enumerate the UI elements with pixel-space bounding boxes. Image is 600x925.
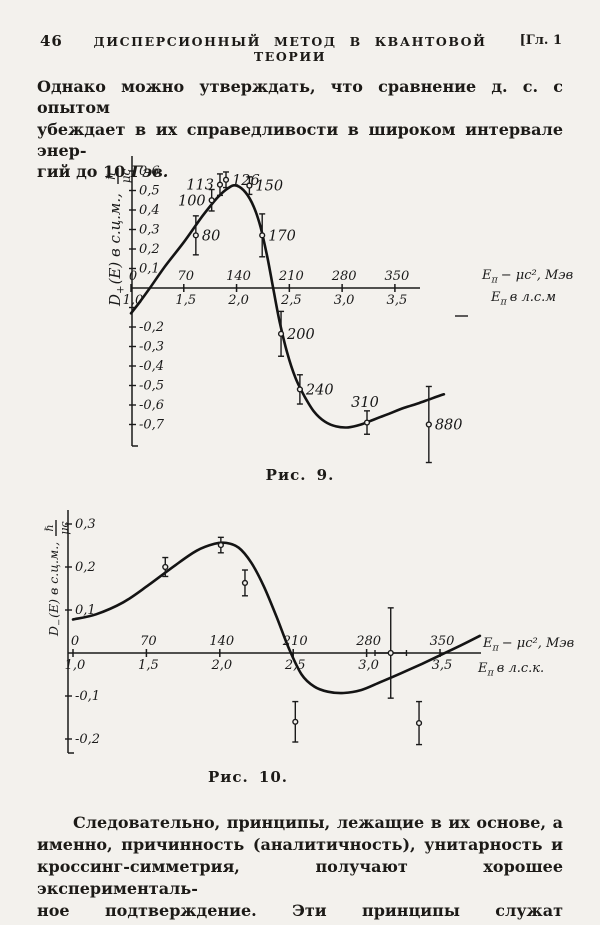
svg-text:880: 880 bbox=[435, 418, 463, 434]
text-line: кроссинг-симметрия, получают хорошее экс… bbox=[37, 857, 563, 898]
page-header: 46 ДИСПЕРСИОННЫЙ МЕТОД В КВАНТОВОЙ ТЕОРИ… bbox=[38, 32, 562, 64]
svg-text:-0,1: -0,1 bbox=[75, 689, 100, 704]
svg-text:280: 280 bbox=[355, 634, 381, 649]
svg-text:Eπв л.с.к.: Eπ в л.с.к. bbox=[477, 661, 544, 679]
svg-text:-0,5: -0,5 bbox=[139, 379, 164, 394]
svg-text:0,3: 0,3 bbox=[139, 223, 160, 238]
svg-text:0,6: 0,6 bbox=[139, 164, 160, 179]
text-line: гий до 10 Гэв. bbox=[37, 161, 563, 182]
svg-text:Eπв л.с.м: Eπ в л.с.м bbox=[490, 290, 556, 308]
paragraph-top: Однако можно утверждать, что сравнение д… bbox=[37, 76, 563, 182]
svg-text:μc: μc bbox=[119, 168, 133, 183]
text-line: убеждает в их справедливости в широком и… bbox=[37, 119, 563, 160]
svg-text:150: 150 bbox=[255, 179, 283, 195]
svg-text:1,5: 1,5 bbox=[138, 658, 159, 673]
svg-text:2,0: 2,0 bbox=[227, 293, 249, 308]
text-line: Однако можно утверждать, что сравнение д… bbox=[37, 77, 563, 118]
svg-text:350: 350 bbox=[384, 269, 409, 284]
svg-text:170: 170 bbox=[268, 228, 296, 244]
svg-text:0,1: 0,1 bbox=[75, 603, 96, 618]
text-line: ное подтверждение. Эти принципы служат ф… bbox=[37, 901, 563, 925]
svg-text:0: 0 bbox=[129, 269, 137, 284]
svg-text:210: 210 bbox=[278, 269, 304, 284]
text-line: именно, причинность (аналитичность), уни… bbox=[37, 835, 563, 854]
svg-text:100: 100 bbox=[178, 193, 206, 209]
svg-text:1,5: 1,5 bbox=[175, 293, 196, 308]
svg-text:-0,2: -0,2 bbox=[75, 732, 100, 747]
svg-text:-0,4: -0,4 bbox=[139, 359, 164, 374]
svg-text:2,5: 2,5 bbox=[280, 293, 302, 308]
svg-text:126: 126 bbox=[232, 173, 260, 189]
svg-text:70: 70 bbox=[140, 634, 157, 649]
svg-text:Eπ− μc², Мэв: Eπ − μc², Мэв bbox=[481, 268, 573, 286]
svg-text:0,5: 0,5 bbox=[139, 184, 160, 199]
svg-text:0,2: 0,2 bbox=[139, 242, 160, 257]
svg-text:2,5: 2,5 bbox=[284, 658, 306, 673]
svg-text:240: 240 bbox=[305, 382, 334, 398]
header-title: ДИСПЕРСИОННЫЙ МЕТОД В КВАНТОВОЙ ТЕОРИИ bbox=[93, 34, 487, 64]
text-line: Следовательно, принципы, лежащие в их ос… bbox=[73, 813, 563, 832]
svg-text:80: 80 bbox=[202, 228, 220, 244]
svg-text:-0,7: -0,7 bbox=[139, 418, 165, 433]
text-italic: Гэв. bbox=[130, 162, 169, 182]
svg-text:ℏ: ℏ bbox=[104, 172, 118, 180]
svg-text:70: 70 bbox=[178, 269, 195, 284]
page-number: 46 bbox=[40, 32, 63, 50]
figure-10-plot: 01,0701,51402,02102,52803,03503,50,30,20… bbox=[43, 510, 574, 754]
figure-10-caption: Рис. 10. bbox=[207, 768, 289, 786]
header-chapter: [Гл. 1 bbox=[519, 33, 562, 48]
svg-text:3,5: 3,5 bbox=[387, 293, 408, 308]
svg-text:μc: μc bbox=[58, 521, 71, 534]
svg-text:3,0: 3,0 bbox=[334, 293, 355, 308]
svg-text:140: 140 bbox=[209, 634, 234, 649]
svg-text:D−(E) в с.ц.м.,: D−(E) в с.ц.м., bbox=[46, 542, 65, 637]
svg-text:1,0: 1,0 bbox=[65, 658, 86, 673]
svg-text:310: 310 bbox=[351, 395, 379, 411]
text-plain: гий до 10 bbox=[37, 162, 126, 182]
svg-text:0,3: 0,3 bbox=[75, 517, 96, 532]
svg-text:3,5: 3,5 bbox=[432, 658, 453, 673]
svg-text:0,4: 0,4 bbox=[139, 203, 160, 218]
figure-9-plot: 01,0701,51402,02102,52803,03503,50,60,50… bbox=[104, 156, 573, 464]
figure-9-caption: Рис. 9. bbox=[265, 466, 335, 484]
svg-text:140: 140 bbox=[226, 269, 251, 284]
svg-text:200: 200 bbox=[286, 327, 315, 343]
svg-text:0,1: 0,1 bbox=[139, 262, 160, 277]
svg-text:2,0: 2,0 bbox=[210, 658, 232, 673]
svg-text:0: 0 bbox=[71, 634, 79, 649]
svg-text:0,2: 0,2 bbox=[75, 560, 96, 575]
svg-text:Eπ− μc², Мэв: Eπ − μc², Мэв bbox=[482, 636, 574, 654]
svg-text:113: 113 bbox=[186, 178, 214, 194]
svg-text:-0,6: -0,6 bbox=[139, 398, 164, 413]
svg-text:280: 280 bbox=[331, 269, 357, 284]
svg-text:-0,3: -0,3 bbox=[139, 340, 164, 355]
svg-text:3,0: 3,0 bbox=[358, 658, 379, 673]
svg-text:D+(E) в с.ц.м.,: D+(E) в с.ц.м., bbox=[106, 193, 127, 307]
paragraph-bottom: Следовательно, принципы, лежащие в их ос… bbox=[37, 812, 563, 925]
svg-text:ℏ: ℏ bbox=[43, 524, 56, 531]
svg-text:-0,2: -0,2 bbox=[139, 320, 164, 335]
svg-text:350: 350 bbox=[430, 634, 455, 649]
